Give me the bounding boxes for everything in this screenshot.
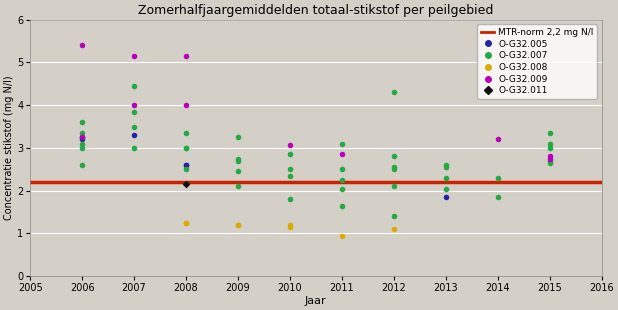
Point <box>544 141 554 146</box>
Point <box>77 145 87 150</box>
Point <box>337 167 347 172</box>
Point <box>77 162 87 167</box>
Point <box>544 158 554 163</box>
Point <box>129 124 139 129</box>
Point <box>181 220 191 225</box>
Point <box>181 131 191 135</box>
Point <box>129 145 139 150</box>
Point <box>441 175 451 180</box>
Point <box>389 227 399 232</box>
Point <box>181 103 191 108</box>
Point <box>181 145 191 150</box>
Point <box>389 154 399 159</box>
X-axis label: Jaar: Jaar <box>305 296 327 306</box>
Point <box>441 195 451 200</box>
Point <box>389 165 399 170</box>
Point <box>389 90 399 95</box>
Point <box>181 54 191 59</box>
Point <box>233 156 243 161</box>
Point <box>544 154 554 159</box>
Point <box>129 83 139 88</box>
Point <box>493 137 502 142</box>
Point <box>441 162 451 167</box>
Point <box>285 224 295 229</box>
Point <box>77 131 87 135</box>
Point <box>233 135 243 140</box>
Point <box>181 162 191 167</box>
Point <box>233 222 243 227</box>
Point <box>285 197 295 202</box>
Point <box>285 152 295 157</box>
Point <box>129 54 139 59</box>
Point <box>441 165 451 170</box>
Point <box>389 214 399 219</box>
Point <box>77 43 87 48</box>
Point <box>129 103 139 108</box>
Point <box>544 131 554 135</box>
Legend: MTR-norm 2,2 mg N/l, O-G32.005, O-G32.007, O-G32.008, O-G32.009, O-G32.011: MTR-norm 2,2 mg N/l, O-G32.005, O-G32.00… <box>477 24 597 99</box>
Point <box>389 167 399 172</box>
Title: Zomerhalfjaargemiddelden totaal-stikstof per peilgebied: Zomerhalfjaargemiddelden totaal-stikstof… <box>138 4 494 17</box>
Point <box>544 160 554 165</box>
Point <box>233 169 243 174</box>
Point <box>181 182 191 187</box>
Point <box>181 167 191 172</box>
Y-axis label: Concentratie stikstof (mg N/l): Concentratie stikstof (mg N/l) <box>4 76 14 220</box>
Point <box>181 220 191 225</box>
Point <box>285 143 295 148</box>
Point <box>129 109 139 114</box>
Point <box>77 135 87 140</box>
Point <box>337 233 347 238</box>
Point <box>77 141 87 146</box>
Point <box>285 173 295 178</box>
Point <box>181 162 191 167</box>
Point <box>233 222 243 227</box>
Point <box>337 141 347 146</box>
Point <box>181 145 191 150</box>
Point <box>493 175 502 180</box>
Point <box>544 145 554 150</box>
Point <box>337 178 347 183</box>
Point <box>233 158 243 163</box>
Point <box>77 135 87 140</box>
Point <box>77 137 87 142</box>
Point <box>493 195 502 200</box>
Point <box>337 152 347 157</box>
Point <box>129 133 139 138</box>
Point <box>77 120 87 125</box>
Point <box>181 182 191 187</box>
Point <box>441 186 451 191</box>
Point <box>337 186 347 191</box>
Point <box>285 167 295 172</box>
Point <box>389 184 399 189</box>
Point <box>544 156 554 161</box>
Point <box>285 222 295 227</box>
Point <box>337 203 347 208</box>
Point <box>233 184 243 189</box>
